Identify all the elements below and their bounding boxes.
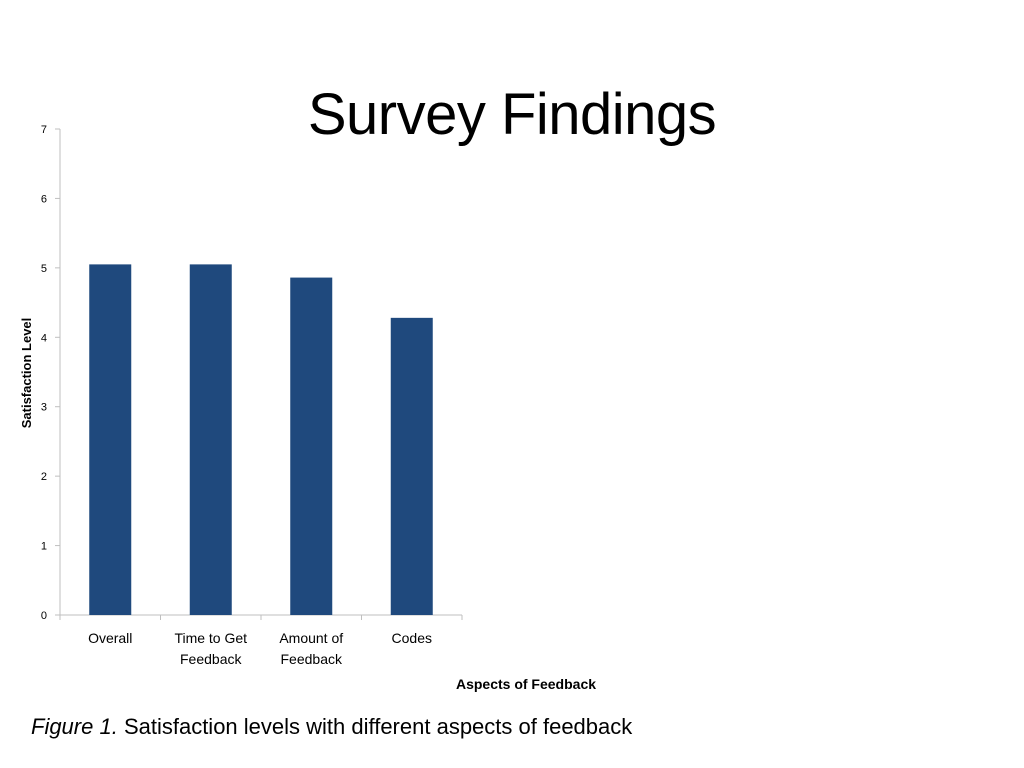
caption-figure-label: Figure 1. [31,714,118,739]
x-tick-label: Amount of [279,630,343,646]
bar [290,277,333,615]
bar [390,317,433,615]
caption-text: Satisfaction levels with different aspec… [117,714,633,739]
bar [189,264,232,615]
y-tick-label: 7 [41,124,47,136]
x-tick-label: Overall [88,630,132,646]
y-tick-label: 5 [41,263,47,275]
x-axis: Overall Time to Get Feedback Amount of Feedb… [55,614,463,667]
x-tick-label: Feedback [180,651,242,667]
y-tick-label: 1 [41,541,47,553]
slide-title: Survey Findings [307,82,717,147]
bars [89,264,433,615]
y-axis-label: Satisfaction Level [19,318,34,429]
bar [89,264,132,615]
x-tick-label: Time to Get [174,630,247,646]
y-tick-label: 2 [41,471,47,483]
y-tick-label: 4 [41,332,47,344]
x-tick-label: Feedback [281,651,343,667]
figure-caption: Figure 1. Satisfaction levels with diffe… [31,712,632,742]
y-tick-label: 6 [41,193,47,205]
x-axis-label: Aspects of Feedback [456,676,596,692]
y-tick-label: 3 [41,402,47,414]
x-tick-label: Codes [392,630,432,646]
y-axis: 0 1 2 3 4 5 6 7 [41,124,61,622]
y-tick-label: 0 [41,610,47,622]
